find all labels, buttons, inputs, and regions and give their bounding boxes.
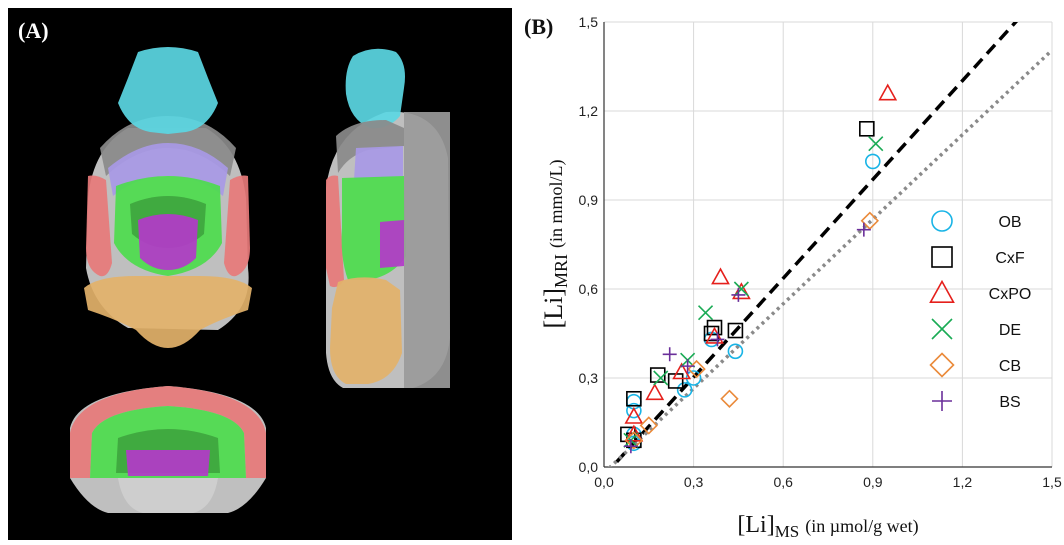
y-axis-title-sub: MRI	[551, 254, 571, 288]
y-axis-title-main: [Li]	[539, 288, 568, 328]
data-point-ob	[626, 402, 642, 419]
axes	[603, 22, 1052, 468]
legend: OB CxF CxPO DE CB BS	[929, 210, 1032, 411]
fit-line-dashed	[609, 22, 1019, 467]
legend-marker-de	[931, 318, 953, 340]
x-axis-title-main: [Li]	[737, 512, 774, 538]
x-axis-title-sub: MS	[775, 522, 800, 541]
coronal-lower-tissue	[118, 478, 218, 513]
legend-label-cxpo: CxPO	[989, 286, 1032, 303]
sagittal-raw-mri-half	[404, 112, 450, 388]
data-point-cb	[639, 416, 658, 435]
y-axis-title-unit: (in mmol/L)	[546, 160, 567, 249]
data-point-cxpo	[731, 282, 751, 300]
sagittal-brainstem	[380, 220, 404, 268]
data-point-bs	[662, 347, 677, 362]
y-tick-label: 1,2	[579, 103, 599, 119]
panel-a-label: (A)	[18, 18, 49, 43]
y-tick-label: 0,6	[579, 281, 599, 297]
axial-cortex-po-left	[86, 175, 112, 277]
x-tick-label: 0,3	[684, 474, 704, 490]
tick-labels: 0,0 0,3 0,6 0,9 1,2 1,5 0,0 0,3 0,6 0,9 1,2 1,5	[579, 14, 1062, 490]
data-point-ob	[727, 343, 744, 360]
axial-middle-layer	[108, 143, 228, 196]
y-tick-label: 1,5	[579, 14, 599, 30]
data-point-cb	[860, 211, 879, 230]
x-tick-label: 1,5	[1042, 474, 1062, 490]
sagittal-middle-layer	[354, 146, 403, 180]
data-point-bs	[623, 439, 638, 454]
fit-line-dotted	[607, 48, 1052, 467]
y-tick-label: 0,9	[579, 192, 599, 208]
panel-a-brain-atlas: (A)	[8, 8, 512, 540]
data-points	[620, 83, 898, 454]
legend-marker-bs	[932, 391, 952, 411]
data-point-ob	[864, 153, 881, 170]
sagittal-cortex-po	[326, 175, 344, 288]
data-point-bs	[680, 359, 695, 374]
legend-marker-ob	[931, 210, 953, 232]
panel-b-label: (B)	[524, 14, 554, 39]
legend-label-cb: CB	[999, 358, 1021, 375]
data-point-bs	[710, 332, 725, 347]
coronal-view	[70, 386, 266, 513]
data-point-de	[733, 281, 749, 297]
y-tick-label: 0,3	[579, 370, 599, 386]
sagittal-view	[326, 48, 450, 388]
fit-lines	[607, 22, 1052, 467]
x-tick-label: 1,2	[953, 474, 973, 490]
data-point-cxpo	[705, 326, 724, 344]
x-tick-label: 0,9	[863, 474, 883, 490]
legend-label-de: DE	[999, 322, 1021, 339]
legend-label-cxf: CxF	[995, 250, 1025, 267]
data-point-cb	[720, 389, 739, 408]
x-axis-title: [Li]MS (in µmol/g wet)	[737, 512, 918, 541]
data-point-cxf	[859, 121, 875, 137]
data-point-cxpo	[645, 383, 665, 401]
data-point-cxf	[706, 319, 723, 336]
brain-segmentation-image	[70, 47, 450, 513]
axial-cerebellum	[84, 276, 252, 348]
x-axis-title-unit: (in µmol/g wet)	[805, 516, 918, 537]
data-point-cxpo	[624, 406, 644, 424]
data-point-bs	[856, 222, 871, 237]
legend-marker-cxpo	[929, 279, 955, 304]
data-point-de	[653, 370, 669, 386]
axial-cortex-po-right	[224, 175, 250, 277]
legend-label-ob: OB	[998, 214, 1021, 231]
sagittal-olfactory-bulb	[345, 48, 405, 129]
y-axis-title: [Li]MRI (in mmol/L)	[539, 160, 571, 329]
data-point-cxf	[626, 390, 642, 407]
sagittal-frontal-cortex	[336, 120, 404, 173]
data-point-de	[697, 305, 714, 321]
axial-brainstem	[138, 214, 198, 270]
data-point-de	[868, 136, 884, 152]
data-point-cxpo	[672, 362, 692, 380]
data-point-cxpo	[878, 83, 898, 101]
sagittal-cerebellum	[330, 277, 402, 384]
x-tick-label: 0,6	[773, 474, 793, 490]
data-point-cb	[624, 431, 644, 450]
data-point-cxf	[703, 325, 720, 342]
legend-marker-cb	[929, 352, 955, 378]
data-point-ob	[676, 382, 693, 398]
coronal-cortex	[70, 386, 266, 478]
x-tick-label: 0,0	[594, 474, 614, 490]
legend-label-bs: BS	[999, 394, 1020, 411]
axial-view	[84, 47, 252, 348]
coronal-brainstem	[126, 450, 210, 476]
axial-olfactory-bulb	[118, 47, 218, 134]
data-point-cxf	[727, 322, 744, 339]
data-point-bs	[731, 287, 746, 302]
legend-marker-cxf	[931, 246, 953, 268]
y-tick-label: 0,0	[579, 459, 599, 475]
data-point-cxpo	[711, 267, 730, 285]
